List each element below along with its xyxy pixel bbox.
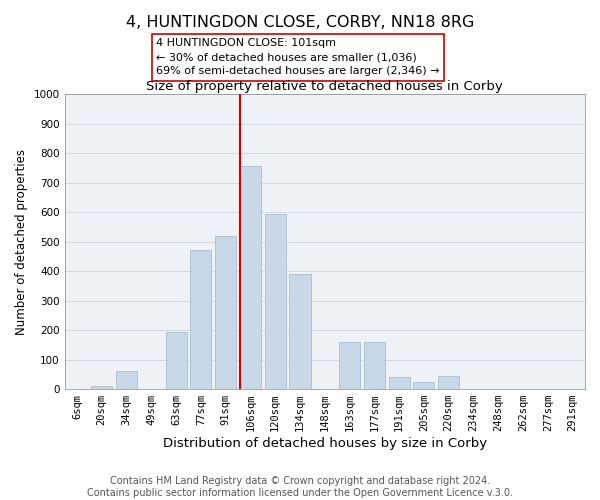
Bar bbox=[364, 342, 385, 389]
Text: 4, HUNTINGDON CLOSE, CORBY, NN18 8RG: 4, HUNTINGDON CLOSE, CORBY, NN18 8RG bbox=[126, 15, 474, 30]
Bar bbox=[91, 386, 112, 389]
Bar bbox=[116, 371, 137, 389]
Bar bbox=[190, 250, 211, 389]
X-axis label: Distribution of detached houses by size in Corby: Distribution of detached houses by size … bbox=[163, 437, 487, 450]
Text: Contains HM Land Registry data © Crown copyright and database right 2024.
Contai: Contains HM Land Registry data © Crown c… bbox=[87, 476, 513, 498]
Bar bbox=[438, 376, 459, 389]
Text: 4 HUNTINGDON CLOSE: 101sqm
← 30% of detached houses are smaller (1,036)
69% of s: 4 HUNTINGDON CLOSE: 101sqm ← 30% of deta… bbox=[156, 38, 440, 76]
Bar bbox=[265, 214, 286, 389]
Title: Size of property relative to detached houses in Corby: Size of property relative to detached ho… bbox=[146, 80, 503, 93]
Bar bbox=[240, 166, 261, 389]
Bar bbox=[215, 236, 236, 389]
Bar bbox=[413, 382, 434, 389]
Y-axis label: Number of detached properties: Number of detached properties bbox=[15, 148, 28, 334]
Bar bbox=[339, 342, 360, 389]
Bar bbox=[166, 332, 187, 389]
Bar bbox=[389, 376, 410, 389]
Bar bbox=[289, 274, 311, 389]
